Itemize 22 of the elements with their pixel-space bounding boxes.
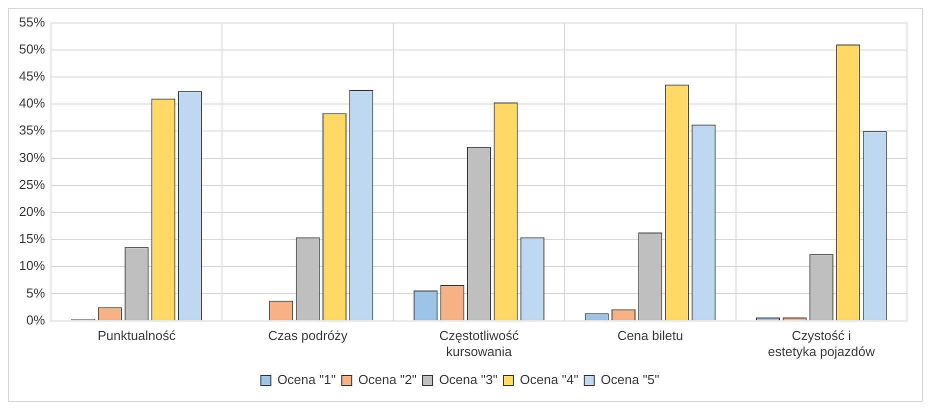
y-tick-label: 25% [18, 176, 46, 192]
legend-label: Ocena "3" [439, 372, 498, 388]
y-tick-label: 5% [26, 285, 46, 300]
y-tick-label: 45% [18, 68, 46, 84]
y-tick-label: 55% [18, 14, 46, 30]
y-tick-label: 35% [18, 122, 46, 138]
x-tick-label: Częstotliwość kursowania [439, 328, 520, 359]
y-tick-label: 10% [18, 258, 46, 274]
y-tick-label: 15% [18, 231, 46, 246]
y-tick-label: 30% [18, 150, 46, 165]
legend-label: Ocena "5" [600, 372, 660, 388]
legend-label: Ocena "2" [358, 372, 417, 388]
x-tick-label: Czystość i estetyka pojazdów [768, 328, 876, 359]
y-tick-label: 20% [18, 204, 46, 220]
x-tick-label: Punktualność [98, 328, 176, 344]
legend-label: Ocena "1" [277, 372, 336, 388]
x-tick-label: Czas podróży [268, 328, 348, 344]
x-tick-label: Cena biletu [617, 328, 684, 344]
y-tick-label: 0% [26, 312, 46, 328]
y-tick-label: 40% [18, 96, 46, 111]
legend-label: Ocena "4" [520, 372, 579, 388]
y-tick-label: 50% [18, 41, 46, 56]
